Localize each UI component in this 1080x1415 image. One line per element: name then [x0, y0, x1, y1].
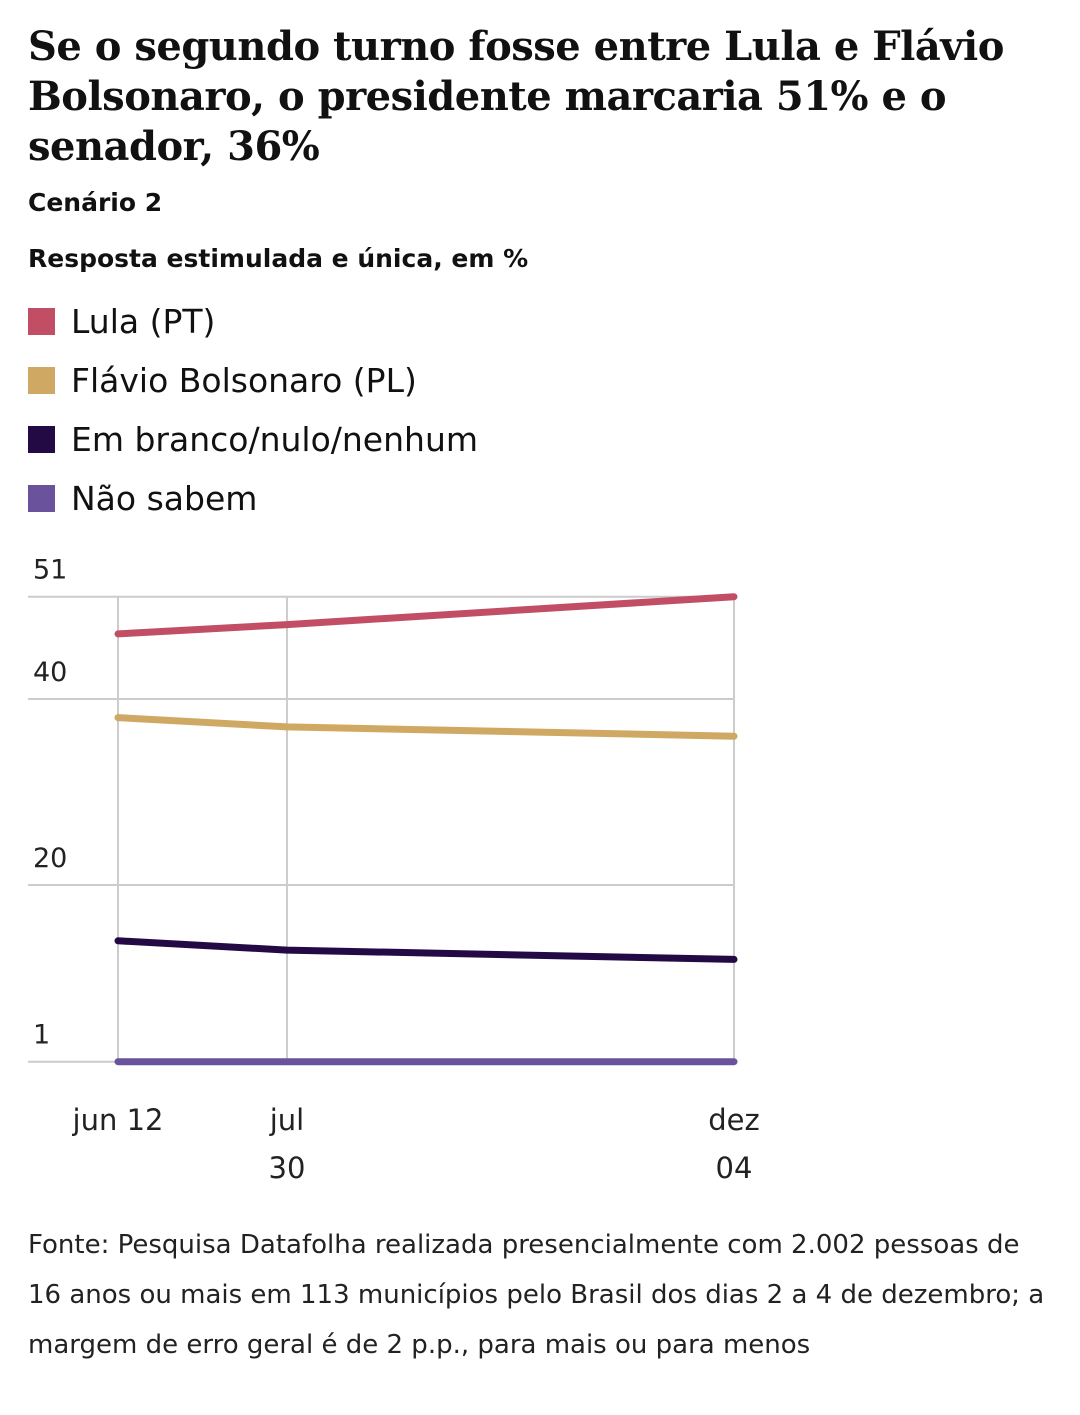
legend-label: Em branco/nulo/nenhum: [71, 420, 479, 459]
legend-item-flavio: Flávio Bolsonaro (PL): [28, 351, 478, 410]
legend-item-nao-sabem: Não sabem: [28, 469, 478, 528]
series-line-2: [114, 937, 738, 963]
legend-label: Não sabem: [71, 479, 258, 518]
y-tick-label: 51: [33, 555, 67, 586]
legend-item-lula: Lula (PT): [28, 292, 478, 351]
y-tick-label: 1: [33, 1020, 50, 1051]
legend-item-branco: Em branco/nulo/nenhum: [28, 410, 478, 469]
legend-swatch: [28, 367, 55, 394]
legend-label: Lula (PT): [71, 302, 216, 341]
legend-swatch: [28, 426, 55, 453]
x-tick-label: 04: [716, 1151, 753, 1185]
legend-label: Flávio Bolsonaro (PL): [71, 361, 417, 400]
x-tick-label: jul: [269, 1103, 305, 1137]
legend-swatch: [28, 308, 55, 335]
x-tick-label: dez: [708, 1103, 759, 1137]
series-line-1: [114, 714, 738, 740]
y-tick-label: 20: [33, 843, 67, 874]
chart-title: Se o segundo turno fosse entre Lula e Fl…: [28, 23, 1004, 170]
source-note: Fonte: Pesquisa Datafolha realizada pres…: [28, 1230, 1045, 1360]
series-line-0: [114, 593, 738, 638]
scenario-label: Cenário 2: [28, 188, 163, 217]
line-chart: 1 20 40 51 jun 12 jul 30 dez 04: [28, 555, 760, 1185]
x-tick-label: 30: [269, 1151, 306, 1185]
chart-subtitle: Resposta estimulada e única, em %: [28, 244, 529, 273]
x-tick-label: jun 12: [72, 1103, 164, 1137]
y-tick-label: 40: [33, 657, 67, 688]
legend-swatch: [28, 485, 55, 512]
legend: Lula (PT) Flávio Bolsonaro (PL) Em branc…: [28, 292, 478, 528]
